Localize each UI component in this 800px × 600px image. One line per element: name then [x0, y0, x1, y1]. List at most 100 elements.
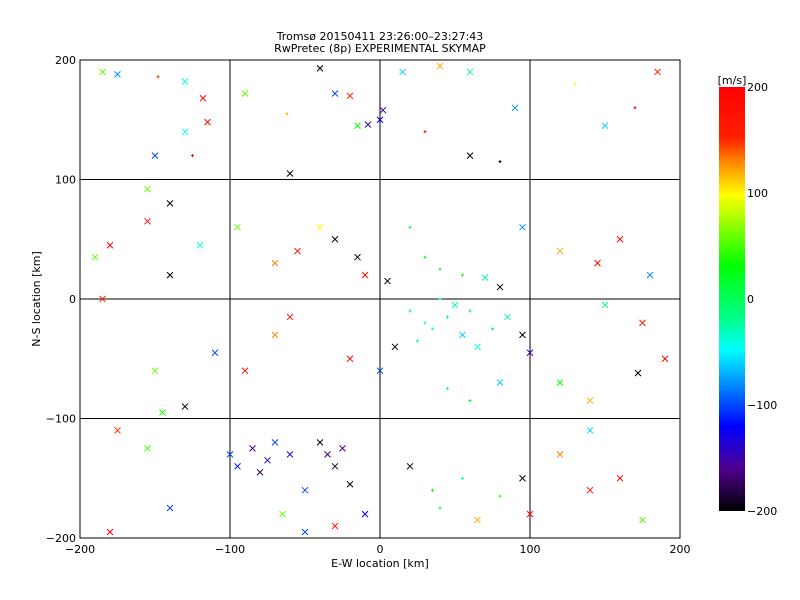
data-point-cross [99, 295, 106, 303]
data-point-cross [271, 259, 279, 267]
data-point-cross [241, 90, 249, 97]
data-point-cross [286, 313, 294, 321]
axis-ticks: −200 −100 0 100 200 −200 −100 0 100 200 [46, 54, 691, 556]
data-point-plus [446, 387, 449, 391]
data-point-plus [438, 267, 442, 271]
y-tick-label: 100 [55, 174, 76, 187]
data-point-plus [468, 399, 472, 403]
data-point-plus [498, 494, 502, 498]
data-point-cross [144, 185, 151, 193]
data-point-cross [391, 343, 399, 351]
data-point-cross [594, 259, 601, 267]
data-point-cross [376, 367, 384, 375]
data-point-cross [181, 78, 189, 85]
y-tick-label: −200 [46, 532, 76, 545]
data-point-plus [461, 273, 464, 277]
data-point-plus [446, 315, 449, 319]
data-point-plus [431, 488, 434, 492]
y-tick-label: −100 [46, 413, 76, 426]
data-point-cross [234, 223, 241, 231]
data-point-cross [519, 331, 526, 339]
data-point-cross [316, 439, 324, 446]
colorbar [719, 87, 745, 511]
data-point-cross [316, 65, 324, 72]
data-point-cross [159, 409, 166, 416]
data-point-plus [416, 339, 419, 343]
data-point-plus [285, 112, 289, 116]
data-point-cross [406, 462, 414, 470]
data-point-cross [144, 217, 151, 225]
data-point-cross [586, 486, 594, 494]
y-tick-label: 0 [69, 293, 76, 306]
data-point-plus [491, 327, 494, 331]
data-point-cross [586, 397, 594, 404]
data-point-cross [361, 271, 369, 279]
data-point-cross [166, 504, 174, 512]
data-point-cross [234, 462, 241, 470]
data-point-plus [156, 75, 160, 79]
data-point-cross [354, 253, 361, 261]
y-tick-label: 200 [55, 54, 76, 67]
data-point-cross [496, 379, 504, 387]
data-point-cross [601, 301, 609, 309]
colorbar-tick-label: −100 [747, 399, 777, 412]
data-point-cross [399, 68, 406, 76]
colorbar-label: [m/s] [718, 74, 747, 87]
data-point-cross [481, 274, 489, 281]
data-point-cross [264, 456, 271, 464]
plot-frame [79, 59, 681, 539]
data-point-cross [256, 468, 264, 476]
data-point-cross [151, 367, 159, 375]
x-tick-label: 200 [670, 543, 691, 556]
data-point-cross [331, 522, 339, 530]
data-point-cross [639, 319, 646, 327]
data-point-plus [408, 309, 412, 313]
data-point-cross [504, 313, 511, 321]
data-point-cross [211, 349, 219, 357]
data-point-cross [364, 121, 372, 128]
data-point-cross [634, 369, 642, 377]
data-point-plus [438, 297, 442, 301]
data-point-cross [556, 247, 564, 255]
data-point-cross [556, 379, 564, 387]
chart-subtitle: RwPretec (8p) EXPERIMENTAL SKYMAP [274, 42, 486, 55]
data-point-cross [271, 439, 279, 446]
data-point-plus [423, 255, 427, 259]
data-point-cross [271, 331, 279, 339]
data-point-plus [573, 82, 577, 86]
data-point-cross [379, 106, 387, 114]
data-point-cross [346, 480, 354, 488]
data-point-cross [519, 474, 526, 482]
x-tick-label: −100 [215, 543, 245, 556]
data-point-plus [438, 506, 442, 510]
data-point-cross [459, 331, 466, 339]
data-point-cross [339, 445, 346, 452]
data-point-cross [199, 94, 207, 102]
data-point-cross [166, 200, 174, 207]
data-point-cross [436, 62, 444, 70]
x-axis-label: E-W location [km] [331, 557, 429, 570]
data-point-cross [346, 355, 354, 363]
data-point-cross [181, 403, 189, 410]
data-point-cross [466, 68, 474, 76]
data-point-cross [331, 90, 339, 97]
data-point-plus [468, 309, 472, 313]
data-point-cross [294, 247, 301, 255]
data-point-cross [286, 170, 294, 177]
data-point-cross [226, 450, 234, 458]
data-point-cross [114, 70, 121, 78]
data-points [91, 62, 669, 536]
data-point-cross [196, 241, 204, 249]
y-axis-label: N-S location [km] [30, 251, 43, 347]
colorbar-tick-label: 0 [747, 293, 754, 306]
data-point-plus [461, 476, 464, 480]
data-point-cross [241, 367, 249, 375]
data-point-cross [249, 445, 256, 452]
data-point-cross [654, 68, 661, 76]
data-point-cross [204, 118, 211, 126]
data-point-cross [106, 241, 114, 249]
data-point-cross [601, 122, 609, 130]
data-point-plus [498, 160, 502, 164]
data-point-plus [408, 225, 412, 229]
data-point-cross [496, 283, 504, 291]
